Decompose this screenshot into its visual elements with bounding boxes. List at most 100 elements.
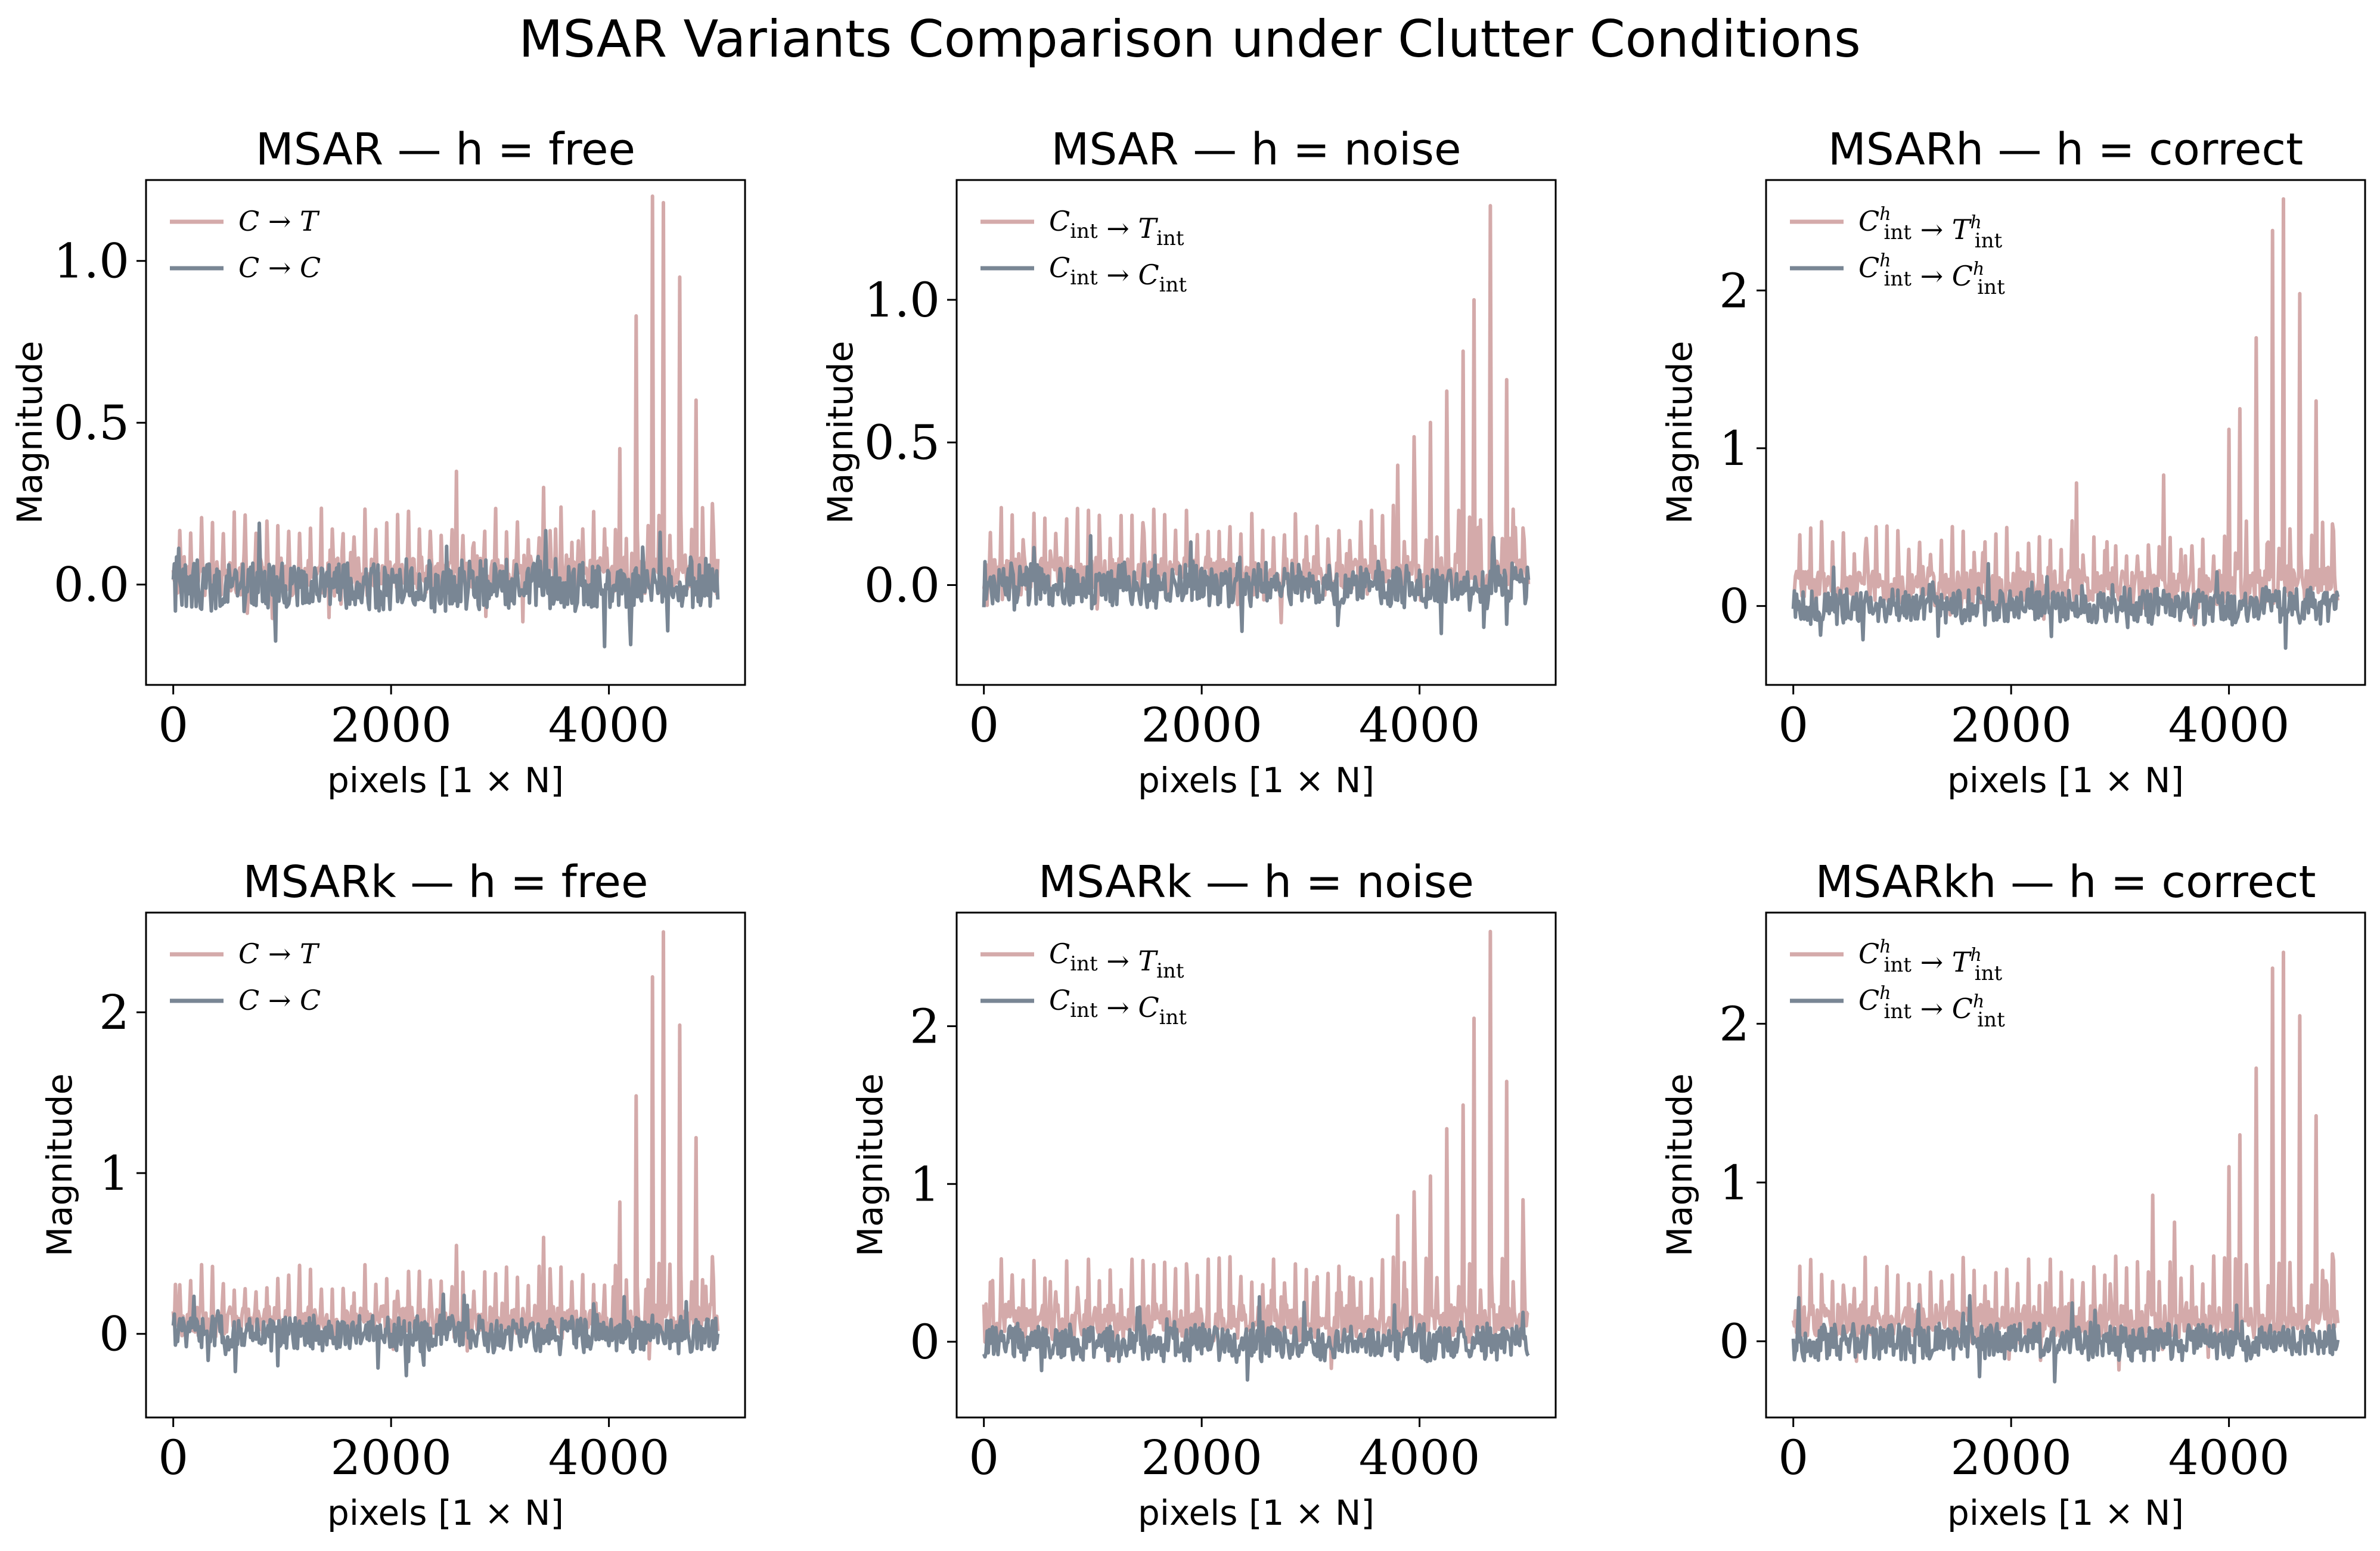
- subplot-1: 0 2000 4000 0.0 0.5 1.0 MSAR — h = free pixels …: [10, 124, 746, 801]
- subplot-3: 0 2000 4000 0 1 2 MSARh — h = correct pixels [1…: [1659, 124, 2366, 801]
- series-line-2: [1791, 562, 2340, 650]
- series-line-2: [171, 521, 720, 649]
- plot-area: [171, 194, 720, 649]
- subplot-4: 0 2000 4000 0 1 2 MSARk — h = free pixels [1 × …: [39, 857, 746, 1533]
- subplot-title: MSARk — h = free: [243, 857, 648, 908]
- plot-area: [171, 930, 720, 1378]
- y-tick-label: 1: [1719, 1155, 1749, 1211]
- y-tick-label: 2: [99, 985, 129, 1040]
- x-tick-label: 0: [969, 697, 999, 753]
- subplot-title: MSARk — h = noise: [1038, 857, 1474, 908]
- x-tick-label: 4000: [2168, 1430, 2290, 1485]
- series-line-2: [1791, 1293, 2340, 1384]
- legend-label: Ch int → Th int: [1858, 204, 2003, 253]
- y-tick-label: 0.0: [864, 558, 940, 613]
- subplot-title: MSARh — h = correct: [1828, 124, 2303, 175]
- y-tick-label: 0: [99, 1307, 129, 1362]
- legend-label: Ch int → Th int: [1858, 936, 2003, 985]
- subplot-title: MSARkh — h = correct: [1815, 857, 2316, 908]
- y-axis-label: Magnitude: [1659, 1074, 1700, 1257]
- y-axis-label: Magnitude: [820, 341, 861, 524]
- x-tick-label: 0: [158, 697, 188, 753]
- y-tick-label: 1: [910, 1156, 940, 1212]
- axes-frame: [955, 179, 1557, 686]
- y-tick-label: 0.0: [54, 557, 129, 613]
- y-tick-label: 1.0: [54, 234, 129, 289]
- plot-area: [1791, 197, 2340, 650]
- plot-area: [1791, 950, 2340, 1384]
- x-tick-label: 0: [969, 1430, 999, 1485]
- legend-label: C → C: [238, 252, 321, 284]
- y-tick-label: 1: [1719, 421, 1749, 476]
- y-tick-label: 1: [99, 1146, 129, 1201]
- legend-label: C → C: [238, 984, 321, 1016]
- legend-label: Ch int → Ch int: [1858, 250, 2005, 299]
- subplot-2: 0 2000 4000 0.0 0.5 1.0 MSAR — h = noise pixels…: [820, 124, 1557, 801]
- subplot-5: 0 2000 4000 0 1 2 MSARk — h = noise pixels [1 ×…: [850, 857, 1557, 1533]
- y-tick-label: 0: [1719, 1314, 1749, 1369]
- legend-label: C → T: [238, 938, 320, 970]
- x-tick-label: 0: [1778, 1430, 1808, 1485]
- plot-area: [982, 204, 1531, 635]
- axes-frame: [145, 179, 746, 686]
- x-axis-label: pixels [1 × N]: [327, 760, 564, 801]
- x-tick-label: 4000: [2168, 697, 2290, 753]
- y-axis-label: Magnitude: [1659, 341, 1700, 524]
- y-tick-label: 2: [1719, 263, 1749, 318]
- legend-label: Ch int → Ch int: [1858, 983, 2005, 1032]
- x-tick-label: 4000: [1359, 1430, 1481, 1485]
- axes-frame: [145, 911, 746, 1419]
- x-tick-label: 2000: [1950, 697, 2072, 753]
- x-tick-label: 4000: [1359, 697, 1481, 753]
- legend: C → T C → C: [170, 205, 321, 284]
- x-tick-label: 2000: [330, 1430, 452, 1485]
- series-line-2: [171, 1292, 720, 1378]
- legend-label: Cint → Cint: [1049, 252, 1187, 297]
- y-tick-label: 0.5: [54, 395, 129, 451]
- legend-label: Cint → Tint: [1049, 205, 1184, 250]
- x-axis-label: pixels [1 × N]: [1947, 760, 2184, 801]
- y-tick-label: 0: [910, 1314, 940, 1370]
- legend-label: Cint → Tint: [1049, 938, 1184, 983]
- series-line-2: [982, 1295, 1530, 1382]
- x-tick-label: 0: [158, 1430, 188, 1485]
- axes-frame: [1765, 911, 2366, 1419]
- figure-title: MSAR Variants Comparison under Clutter C…: [519, 10, 1861, 69]
- x-tick-label: 2000: [1141, 697, 1262, 753]
- y-axis-label: Magnitude: [39, 1074, 80, 1257]
- y-tick-label: 2: [1719, 996, 1749, 1051]
- y-tick-label: 2: [910, 999, 940, 1054]
- x-axis-label: pixels [1 × N]: [1947, 1493, 2184, 1533]
- legend-label: Cint → Cint: [1049, 984, 1187, 1029]
- subplot-6: 0 2000 4000 0 1 2 MSARkh — h = correct pixels […: [1659, 857, 2366, 1533]
- series-line-2: [982, 533, 1531, 635]
- axes-frame: [955, 911, 1557, 1419]
- series-line-1: [982, 929, 1529, 1370]
- y-tick-label: 0.5: [864, 415, 940, 470]
- y-axis-label: Magnitude: [10, 341, 50, 524]
- x-tick-label: 2000: [1141, 1430, 1262, 1485]
- subplot-title: MSAR — h = free: [256, 124, 635, 175]
- x-tick-label: 4000: [548, 1430, 670, 1485]
- x-axis-label: pixels [1 × N]: [1138, 1493, 1374, 1533]
- y-axis-label: Magnitude: [850, 1074, 890, 1257]
- x-tick-label: 4000: [548, 697, 670, 753]
- legend: C → T C → C: [170, 938, 321, 1016]
- subplot-title: MSAR — h = noise: [1051, 124, 1461, 175]
- series-line-1: [1791, 950, 2340, 1372]
- x-axis-label: pixels [1 × N]: [1138, 760, 1374, 801]
- legend-label: C → T: [238, 205, 320, 237]
- plot-area: [982, 929, 1530, 1382]
- x-tick-label: 2000: [1950, 1430, 2072, 1485]
- y-tick-label: 1.0: [864, 272, 940, 328]
- y-tick-label: 0: [1719, 579, 1749, 634]
- x-tick-label: 2000: [330, 697, 452, 753]
- x-axis-label: pixels [1 × N]: [327, 1493, 564, 1533]
- axes-frame: [1765, 179, 2366, 686]
